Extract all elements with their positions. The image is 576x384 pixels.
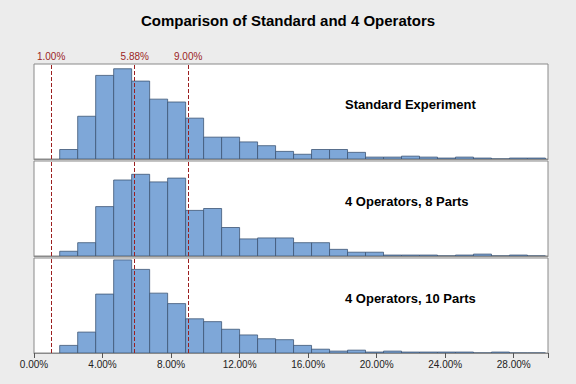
svg-text:4.00%: 4.00% (88, 359, 116, 370)
svg-text:Standard Experiment: Standard Experiment (345, 97, 476, 112)
svg-text:1.00%: 1.00% (37, 51, 65, 62)
svg-text:16.00%: 16.00% (291, 359, 325, 370)
svg-text:4 Operators, 8 Parts: 4 Operators, 8 Parts (345, 194, 469, 209)
svg-text:24.00%: 24.00% (428, 359, 462, 370)
svg-text:0.00%: 0.00% (20, 359, 48, 370)
svg-text:20.00%: 20.00% (360, 359, 394, 370)
svg-text:Comparison of Standard and 4 O: Comparison of Standard and 4 Operators (141, 12, 435, 29)
svg-text:28.00%: 28.00% (497, 359, 531, 370)
svg-text:12.00%: 12.00% (223, 359, 257, 370)
svg-text:5.88%: 5.88% (121, 51, 149, 62)
svg-text:9.00%: 9.00% (174, 51, 202, 62)
svg-text:4 Operators, 10 Parts: 4 Operators, 10 Parts (345, 291, 476, 306)
svg-text:8.00%: 8.00% (157, 359, 185, 370)
